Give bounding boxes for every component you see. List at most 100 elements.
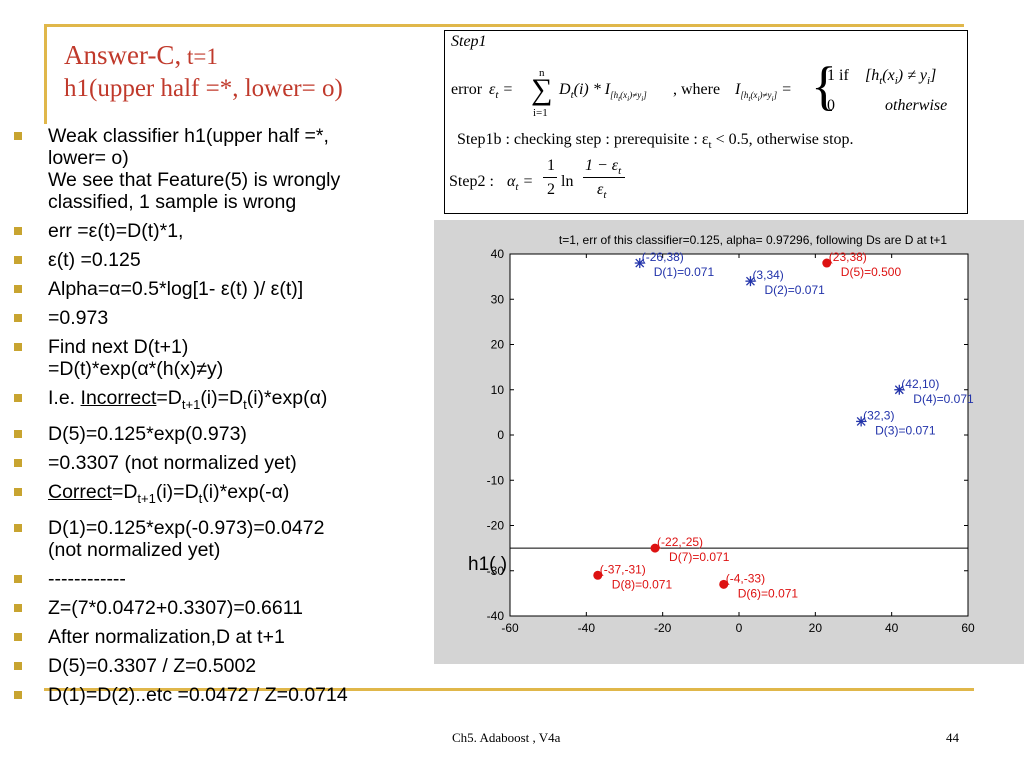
bullet-text: =0.3307 (not normalized yet) (48, 451, 297, 474)
point-weight-label: D(4)=0.071 (913, 392, 974, 406)
bullet-item: Correct=Dt+1(i)=Dt(i)*exp(-α) (14, 481, 454, 510)
bullet-line: =D(t)*exp(α*(h(x)≠y) (48, 358, 224, 380)
star-point (856, 416, 867, 427)
point-coord-label: (-37,-31) (600, 562, 646, 576)
bullet-marker-icon (14, 632, 22, 641)
chart-title: t=1, err of this classifier=0.125, alpha… (559, 233, 948, 247)
bullet-item: I.e. Incorrect=Dt+1(i)=Dt(i)*exp(α) (14, 387, 454, 416)
eq-half-num: 1 (547, 157, 555, 174)
bullet-item: =0.3307 (not normalized yet) (14, 452, 454, 474)
x-tick-label: -60 (501, 621, 519, 635)
point-coord-label: (32,3) (863, 408, 894, 422)
x-tick-label: 20 (809, 621, 823, 635)
bullet-marker-icon (14, 285, 22, 293)
title-sub: t=1 (181, 44, 218, 69)
chart-panel: t=1, err of this classifier=0.125, alpha… (434, 220, 1024, 664)
y-tick-label: 40 (491, 247, 505, 261)
bullet-fragment: Correct (48, 480, 112, 503)
point-coord-label: (23,38) (829, 250, 867, 264)
eq-where: , where (673, 81, 721, 98)
eq-indicator: I[ht(xi)≠yi] = (735, 81, 792, 103)
bullet-fragment: I.e. (48, 387, 81, 409)
star-point (745, 276, 756, 287)
scatter-chart: t=1, err of this classifier=0.125, alpha… (468, 233, 975, 635)
bullet-text: D(5)=0.3307 / Z=0.5002 (48, 654, 257, 677)
eq-step1: Step1 (451, 33, 487, 50)
bullet-text: Alpha=α=0.5*log[1- ε(t) )/ ε(t)] (48, 278, 304, 300)
h1-label: h1( ) (468, 554, 507, 575)
title-line2: h1(upper half =*, lower= o) (64, 75, 343, 102)
bullet-line: lower= o) (48, 147, 129, 169)
bullet-line: D(1)=0.125*exp(-0.973)=0.0472 (48, 516, 325, 539)
eq-alpha: αt = (507, 173, 534, 194)
eq-sum-top: n (539, 67, 545, 79)
x-tick-label: 40 (885, 621, 899, 635)
dot-point (822, 258, 832, 268)
bullet-marker-icon (14, 227, 22, 235)
page-number: 44 (946, 730, 959, 745)
bullet-text: err =ε(t)=D(t)*1, (48, 220, 184, 242)
bullet-marker-icon (14, 429, 22, 438)
bullet-marker-icon (14, 603, 22, 612)
bullet-item: After normalization,D at t+1 (14, 626, 454, 648)
x-tick-label: 0 (736, 621, 743, 635)
plot-area (509, 253, 969, 617)
dot-point (719, 579, 729, 589)
point-weight-label: D(2)=0.071 (764, 283, 825, 297)
bottom-rule (44, 688, 974, 691)
eq-half-bar (543, 177, 557, 178)
point-weight-label: D(1)=0.071 (654, 265, 715, 279)
eq-zero: 0 (827, 97, 835, 114)
bullet-text: ------------ (48, 567, 126, 590)
point-weight-label: D(8)=0.071 (612, 577, 673, 591)
bullet-marker-icon (14, 343, 22, 351)
eq-ln: ln (561, 173, 574, 190)
x-tick-label: -40 (578, 621, 596, 635)
bullet-item: D(5)=0.3307 / Z=0.5002 (14, 655, 454, 677)
bullet-line: (not normalized yet) (48, 538, 221, 561)
bullet-marker-icon (14, 132, 22, 140)
bullet-item: D(5)=0.125*exp(0.973) (14, 423, 454, 445)
bullet-fragment: t+1 (181, 396, 201, 412)
bullet-marker-icon (14, 661, 22, 670)
bullet-item: =0.973 (14, 307, 454, 329)
bullet-fragment: Incorrect (80, 387, 157, 409)
equation-box: Step1 error εt = n ∑ i=1 Dt(i) * I[ht(xi… (444, 30, 968, 214)
bullet-marker-icon (14, 314, 22, 322)
point-weight-label: D(7)=0.071 (669, 550, 730, 564)
eq-step1b: Step1b : checking step : prerequisite : … (457, 131, 854, 152)
y-tick-label: 20 (491, 338, 505, 352)
bullet-item: ε(t) =0.125 (14, 249, 454, 271)
bullet-line: We see that Feature(5) is wrongly (48, 169, 341, 191)
bullet-list: Weak classifier h1(upper half =*, lower= … (14, 125, 454, 713)
y-tick-label: -10 (487, 473, 505, 487)
bullet-line: Weak classifier h1(upper half =*, (48, 125, 329, 147)
bullet-marker-icon (14, 574, 22, 583)
eq-if-text: 1 if (827, 67, 849, 84)
point-coord-label: (42,10) (901, 377, 939, 391)
bullet-item: Z=(7*0.0472+0.3307)=0.6611 (14, 597, 454, 619)
bullet-fragment: t (243, 396, 247, 412)
y-tick-label: 0 (497, 428, 504, 442)
bullet-fragment: =D (156, 387, 182, 409)
y-tick-label: -40 (487, 609, 505, 623)
bullet-text: After normalization,D at t+1 (48, 625, 285, 648)
bullet-text: =0.973 (48, 307, 109, 329)
eq-eps-den: εt (597, 181, 607, 202)
bullet-fragment: t+1 (137, 490, 156, 506)
bullet-marker-icon (14, 458, 22, 467)
bullet-marker-icon (14, 256, 22, 264)
eq-sum-bottom: i=1 (533, 107, 548, 119)
eq-otherwise: otherwise (885, 97, 948, 114)
slide-title: Answer-C, t=1 h1(upper half =*, lower= o… (64, 40, 343, 104)
bullet-fragment: =D (111, 480, 138, 503)
point-weight-label: D(3)=0.071 (875, 423, 936, 437)
bullet-marker-icon (14, 394, 22, 402)
bullet-item: Find next D(t+1) =D(t)*exp(α*(h(x)≠y) (14, 336, 454, 380)
bullet-fragment: (i)*exp(-α) (202, 480, 290, 503)
x-tick-label: 60 (961, 621, 975, 635)
point-weight-label: D(5)=0.500 (841, 265, 902, 279)
footer-title: Ch5. Adaboost , V4a (452, 730, 561, 745)
title-main: Answer-C, (64, 40, 182, 70)
bullet-marker-icon (14, 690, 22, 699)
